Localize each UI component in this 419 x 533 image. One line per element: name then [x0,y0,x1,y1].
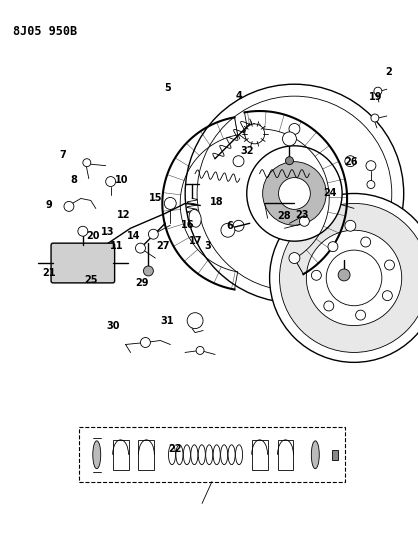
Ellipse shape [168,445,176,465]
Text: 6: 6 [226,221,233,231]
Circle shape [164,197,176,209]
Text: 30: 30 [106,321,120,331]
Circle shape [285,157,293,165]
Ellipse shape [221,445,228,465]
Bar [332,450,338,459]
Ellipse shape [189,209,201,227]
Circle shape [106,176,116,187]
Circle shape [221,223,235,237]
Circle shape [263,161,326,225]
Circle shape [279,177,310,209]
Circle shape [279,204,419,352]
Ellipse shape [213,445,220,465]
Text: 5: 5 [165,83,171,93]
Text: 19: 19 [369,92,383,102]
Text: 8: 8 [71,175,78,184]
Circle shape [345,156,356,167]
Text: 25: 25 [84,274,98,285]
Circle shape [289,253,300,263]
Circle shape [269,193,419,362]
Circle shape [289,124,300,134]
Circle shape [143,266,153,276]
Circle shape [197,96,392,291]
Text: 17: 17 [189,236,203,246]
Text: 31: 31 [160,316,174,326]
Text: 14: 14 [127,231,140,241]
Circle shape [324,301,334,311]
Bar [277,440,293,470]
Circle shape [247,146,342,241]
Bar [252,440,268,470]
Circle shape [338,269,350,281]
Circle shape [233,156,244,167]
Text: 20: 20 [86,231,100,241]
Text: 26: 26 [344,157,358,167]
Circle shape [345,220,356,231]
Circle shape [140,337,150,348]
Ellipse shape [93,441,101,469]
Ellipse shape [311,441,319,469]
Circle shape [383,290,392,301]
Text: 27: 27 [156,241,170,252]
Circle shape [374,87,382,95]
Ellipse shape [206,445,213,465]
Text: 16: 16 [181,220,194,230]
Circle shape [198,97,391,290]
Text: 7: 7 [59,150,66,160]
Circle shape [328,241,338,252]
Text: 13: 13 [101,227,114,237]
Circle shape [311,270,321,280]
Text: 28: 28 [277,211,290,221]
Circle shape [300,216,309,227]
Ellipse shape [191,445,198,465]
Text: 12: 12 [117,209,131,220]
Circle shape [196,346,204,354]
Circle shape [326,250,382,306]
Bar [79,427,345,481]
Bar [138,440,154,470]
Text: 21: 21 [42,268,56,278]
Ellipse shape [176,445,183,465]
Text: 3: 3 [204,241,211,252]
FancyBboxPatch shape [51,243,115,283]
Circle shape [282,132,296,146]
Text: 29: 29 [135,278,149,288]
Text: 23: 23 [295,209,309,220]
Text: 9: 9 [46,199,53,209]
Text: 10: 10 [115,175,129,185]
Text: 11: 11 [110,241,124,252]
Circle shape [78,227,88,236]
Ellipse shape [184,445,191,465]
Circle shape [306,230,402,326]
Circle shape [245,124,265,144]
Text: 8J05 950B: 8J05 950B [13,25,78,38]
Ellipse shape [228,445,235,465]
Text: 18: 18 [210,197,224,207]
Circle shape [233,220,244,231]
Circle shape [83,159,91,167]
Circle shape [356,310,365,320]
Text: 15: 15 [149,192,162,203]
Circle shape [385,260,394,270]
Circle shape [187,313,203,328]
Bar [113,440,129,470]
Circle shape [367,181,375,189]
Text: 32: 32 [240,146,254,156]
Text: 4: 4 [236,91,243,101]
Circle shape [361,237,371,247]
Circle shape [148,229,158,239]
Circle shape [185,84,403,303]
Circle shape [135,243,145,253]
Circle shape [64,201,74,212]
Circle shape [371,114,379,122]
Text: 24: 24 [323,189,337,198]
Circle shape [366,161,376,171]
Text: 2: 2 [385,67,392,77]
Ellipse shape [198,445,205,465]
Text: 22: 22 [168,444,182,454]
Ellipse shape [235,445,243,465]
